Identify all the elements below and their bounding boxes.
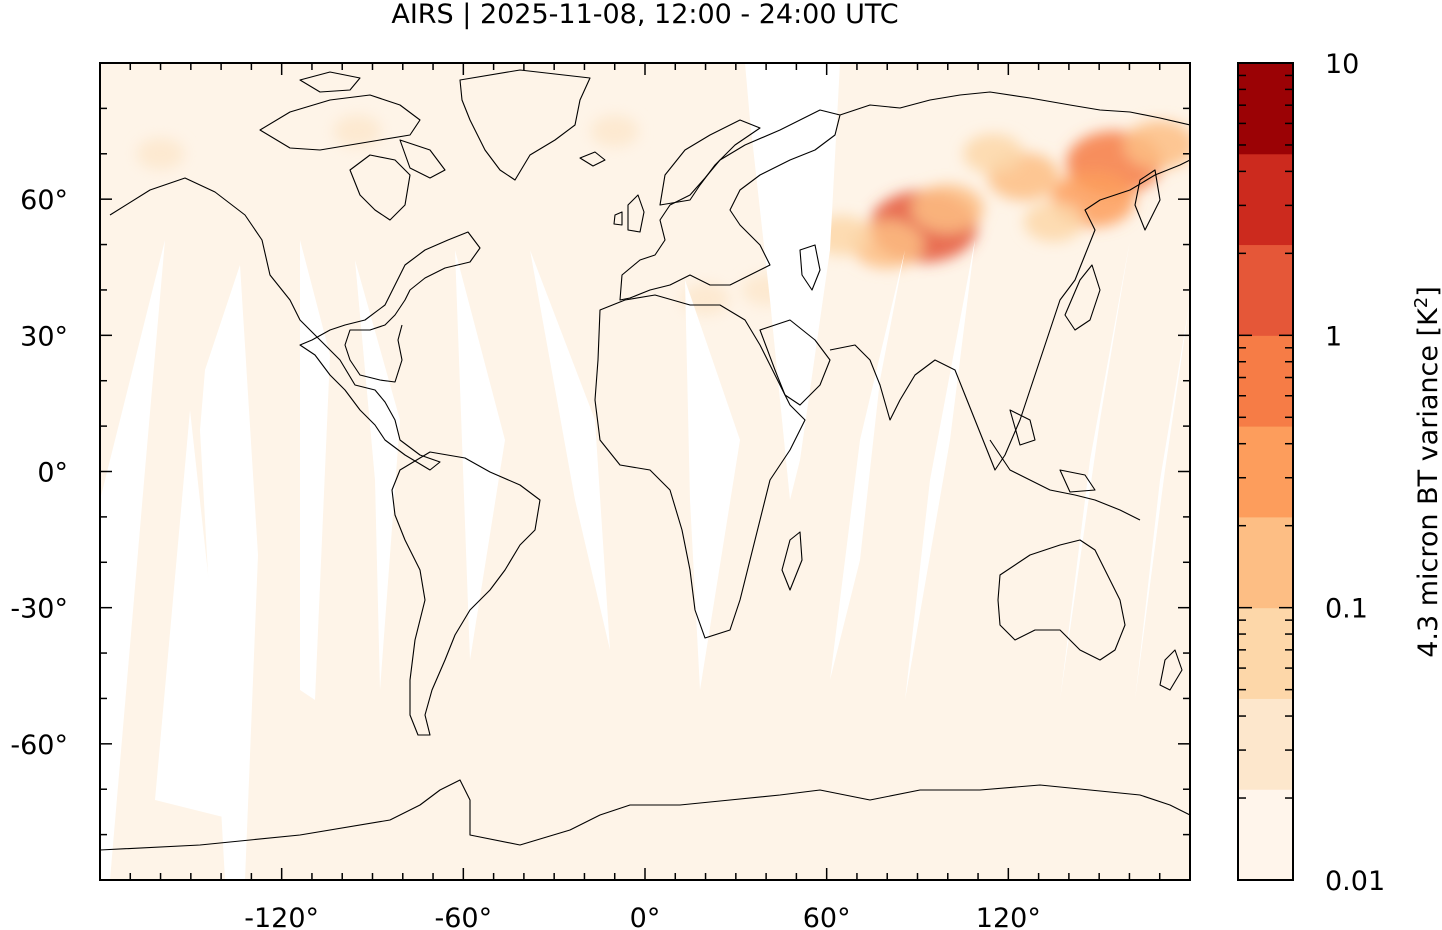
variance-hotspot (1023, 201, 1084, 242)
colorbar-label-end: ] (1413, 286, 1442, 297)
map-panel (100, 63, 1190, 880)
x-tick-label: 60° (803, 903, 851, 930)
colorbar-level (1238, 789, 1293, 881)
coastline-arabia (759, 319, 831, 406)
colorbar-tick-label: 0.1 (1325, 594, 1368, 625)
coastline-south-america (391, 451, 541, 736)
variance-hotspot (136, 137, 185, 170)
coastline-africa (594, 294, 806, 639)
coastline-greenland (459, 69, 591, 181)
x-tick-label: -60° (435, 903, 493, 930)
colorbar-level (1238, 335, 1293, 427)
colorbar-ticks (1238, 74, 1293, 881)
orbit-gaps (100, 63, 1190, 880)
coastline-british-isles (613, 194, 645, 233)
coastlines (100, 69, 1190, 851)
variance-hotspot (1123, 120, 1190, 169)
y-tick-label: 0° (37, 458, 68, 489)
x-tick-label: 120° (976, 903, 1041, 930)
orbit-gap (455, 250, 505, 660)
colorbar (1238, 63, 1293, 881)
map-tick-labels: -120° -60° 0° 60° 120° 60° 30° 0° -30° -60° (10, 185, 1040, 930)
colorbar-level (1238, 244, 1293, 336)
chart-title: AIRS | 2025-11-08, 12:00 - 24:00 UTC (391, 0, 898, 30)
orbit-gap (530, 250, 610, 650)
colorbar-tick-label: 1 (1325, 321, 1342, 352)
orbit-gap (685, 280, 740, 690)
colorbar-level (1238, 63, 1293, 155)
colorbar-frame (1237, 62, 1294, 881)
colorbar-level (1238, 698, 1293, 790)
x-tick-label: -120° (244, 903, 319, 930)
orbit-gap (300, 240, 330, 700)
coastline-caspian (799, 244, 821, 291)
x-tick-label: 0° (630, 903, 661, 930)
coastline-asia (829, 159, 1190, 471)
coastline-north-america (109, 177, 481, 471)
colorbar-level (1238, 153, 1293, 246)
coastline-kamchatka (1134, 169, 1161, 231)
coastline-iceland (579, 151, 606, 167)
variance-hotspot (333, 115, 382, 148)
y-tick-label: 30° (20, 321, 68, 352)
coastline-madagascar (781, 531, 803, 591)
coastline-europe (619, 109, 841, 301)
map-ticks (100, 63, 1190, 880)
colorbar-tick-labels: 10 1 0.1 0.01 (1325, 49, 1385, 897)
colorbar-level (1238, 607, 1293, 699)
coastline-antarctica (100, 779, 1190, 851)
colorbar-label: 4.3 micron BT variance [K2] (1411, 286, 1442, 658)
colorbar-level (1238, 426, 1293, 518)
coastline-hudson-bay (349, 154, 411, 221)
orbit-gap (200, 265, 258, 880)
coastline-japan (1064, 264, 1101, 331)
coastline-new-zealand (1159, 649, 1183, 691)
orbit-gap (905, 240, 975, 700)
y-tick-label: 60° (20, 185, 68, 216)
coastline-siberia (839, 91, 1190, 126)
orbit-gap (355, 260, 400, 690)
coastline-arctic-islands (259, 71, 446, 179)
colorbar-tick-label: 0.01 (1325, 866, 1385, 897)
colorbar-tick-label: 10 (1325, 49, 1359, 80)
coastline-southeast-asia (989, 409, 1141, 521)
y-tick-label: -60° (10, 730, 68, 761)
orbit-gap (745, 63, 840, 500)
coastline-australia (997, 539, 1126, 661)
colorbar-label-main: 4.3 micron BT variance [K (1413, 307, 1442, 658)
map-background (100, 63, 1190, 880)
orbit-gap (100, 240, 165, 880)
colorbar-label-sup: 2 (1411, 297, 1432, 308)
variance-hotspot (590, 115, 639, 148)
orbit-gap (830, 250, 905, 680)
colorbar-level (1238, 516, 1293, 609)
y-tick-label: -30° (10, 594, 68, 625)
variance-hotspot (911, 184, 984, 233)
coastline-scandinavia (659, 119, 761, 206)
variance-hotspot (963, 133, 1024, 174)
orbit-gap (155, 410, 235, 820)
